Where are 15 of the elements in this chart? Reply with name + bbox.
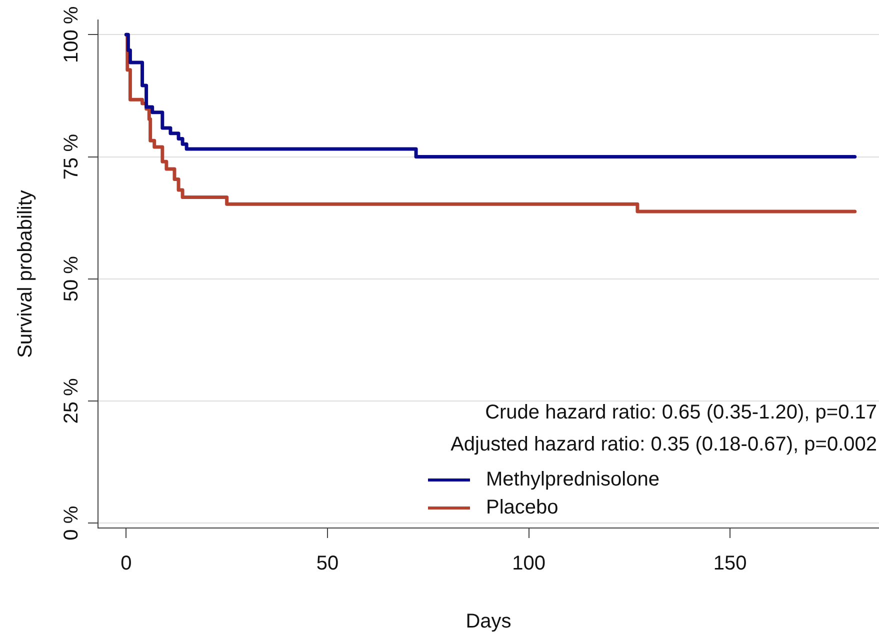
x-axis-title: Days (466, 610, 512, 633)
x-tick-label: 50 (316, 552, 339, 575)
y-tick-label: 25 % (60, 378, 83, 424)
legend-label: Placebo (486, 496, 558, 519)
annotation: Crude hazard ratio: 0.65 (0.35-1.20), p=0.17 (485, 402, 877, 424)
x-tick-label: 0 (120, 552, 132, 575)
y-axis-title: Survival probability (14, 190, 37, 358)
annotation: Adjusted hazard ratio: 0.35 (0.18-0.67), p=0.002 (450, 434, 877, 456)
y-tick-label: 100 % (60, 6, 83, 64)
y-tick-label: 50 % (60, 256, 83, 302)
y-tick-label: 0 % (60, 506, 83, 540)
x-tick-label: 100 (512, 552, 546, 575)
x-tick-label: 150 (713, 552, 747, 575)
y-tick-label: 75 % (60, 134, 83, 180)
legend-label: Methylprednisolone (486, 468, 660, 491)
